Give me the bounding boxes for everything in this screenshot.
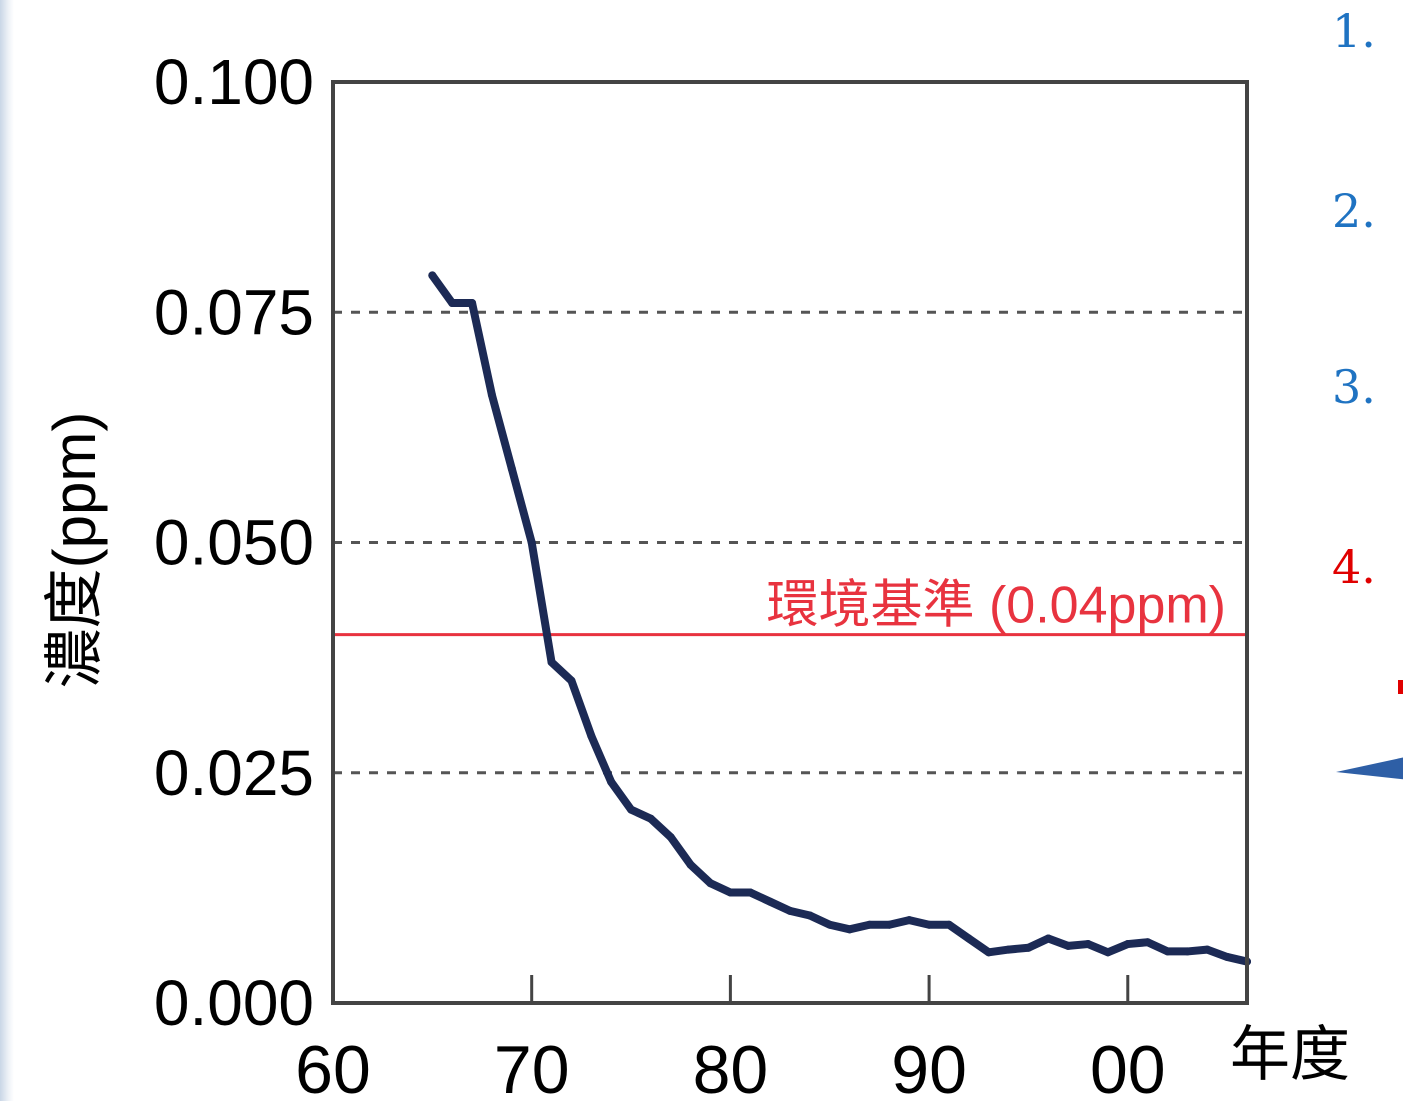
x-tick-label: 60 bbox=[295, 1032, 371, 1101]
data-point bbox=[1143, 938, 1152, 947]
y-tick-label: 0.100 bbox=[154, 46, 314, 118]
data-point bbox=[487, 391, 496, 400]
data-point bbox=[1163, 947, 1172, 956]
data-point bbox=[547, 658, 556, 667]
data-point bbox=[746, 888, 755, 897]
data-point bbox=[706, 879, 715, 888]
data-point bbox=[686, 860, 695, 869]
pointer-arrow bbox=[1336, 757, 1403, 780]
data-point bbox=[1123, 940, 1132, 949]
data-point bbox=[845, 925, 854, 934]
x-ticks: 60 70 80 90 00 bbox=[295, 975, 1166, 1101]
data-point bbox=[905, 916, 914, 925]
data-point bbox=[666, 833, 675, 842]
data-point bbox=[1183, 947, 1192, 956]
x-tick-label: 70 bbox=[494, 1032, 570, 1101]
y-axis-label: 濃度(ppm) bbox=[41, 412, 108, 689]
data-point bbox=[567, 676, 576, 685]
left-edge-strip bbox=[0, 0, 14, 1101]
data-point bbox=[646, 814, 655, 823]
data-point bbox=[1084, 940, 1093, 949]
data-point bbox=[468, 299, 477, 308]
data-point bbox=[507, 464, 516, 473]
x-tick-label: 90 bbox=[891, 1032, 967, 1101]
red-accent-mark bbox=[1398, 680, 1403, 694]
y-tick-label: 0.075 bbox=[154, 276, 314, 348]
plot-frame bbox=[331, 80, 1249, 1005]
data-point bbox=[944, 920, 953, 929]
data-point bbox=[786, 906, 794, 915]
list-number-1: 1. bbox=[1332, 4, 1376, 58]
data-points bbox=[428, 271, 1251, 966]
data-point bbox=[1024, 943, 1033, 952]
data-point bbox=[1103, 948, 1112, 957]
y-tick-label: 0.000 bbox=[154, 967, 314, 1039]
data-point bbox=[607, 777, 616, 786]
list-number-3: 3. bbox=[1332, 360, 1376, 414]
data-point bbox=[885, 920, 894, 929]
standard-label: 環境基準 (0.04ppm) bbox=[767, 577, 1226, 635]
data-point bbox=[1044, 934, 1053, 943]
y-ticks: 0.000 0.025 0.050 0.075 0.100 bbox=[154, 46, 314, 1039]
data-point bbox=[527, 538, 536, 547]
x-tick-label: 00 bbox=[1090, 1032, 1166, 1101]
data-point bbox=[766, 897, 775, 906]
data-point bbox=[627, 805, 636, 814]
data-point bbox=[925, 920, 934, 929]
data-point bbox=[805, 911, 814, 920]
data-point bbox=[984, 948, 993, 957]
y-tick-label: 0.025 bbox=[154, 737, 314, 809]
data-point bbox=[726, 888, 735, 897]
grid-lines bbox=[333, 310, 1247, 775]
y-tick-label: 0.050 bbox=[154, 507, 314, 579]
list-number-2: 2. bbox=[1332, 184, 1376, 238]
list-number-4: 4. bbox=[1332, 540, 1376, 594]
data-point bbox=[428, 271, 437, 280]
data-point bbox=[587, 731, 596, 740]
data-point bbox=[1004, 945, 1013, 954]
data-point bbox=[865, 920, 874, 929]
data-point bbox=[964, 934, 973, 943]
data-point bbox=[825, 920, 834, 929]
x-tick-label: 80 bbox=[693, 1032, 769, 1101]
x-axis-label: 年度 bbox=[1230, 1021, 1350, 1088]
data-point bbox=[448, 299, 457, 308]
data-point bbox=[1223, 952, 1232, 961]
environmental-standard: 環境基準 (0.04ppm) bbox=[333, 577, 1247, 637]
data-point bbox=[1064, 941, 1073, 950]
data-point bbox=[1203, 945, 1212, 954]
